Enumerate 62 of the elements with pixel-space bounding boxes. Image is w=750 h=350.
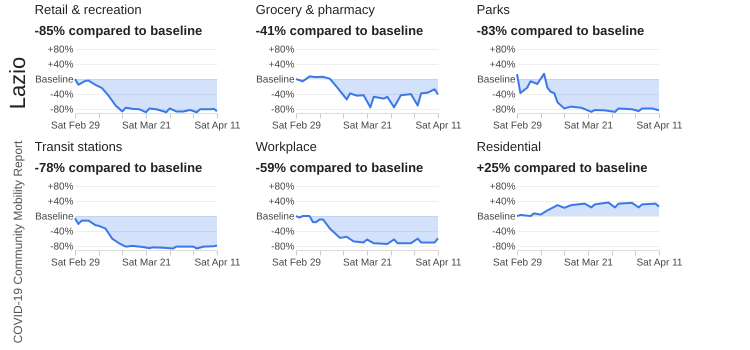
x-tick-label: Sat Apr 11 <box>416 120 462 132</box>
x-tick-label: Sat Mar 21 <box>564 120 614 132</box>
x-tick-label: Sat Mar 21 <box>122 258 172 268</box>
y-tick-label: +40% <box>48 59 74 70</box>
x-tick-label: Sat Feb 29 <box>272 120 322 132</box>
x-tick-label: Sat Feb 29 <box>51 120 100 132</box>
x-tick-label: Sat Apr 11 <box>416 258 462 268</box>
chart-title: Residential <box>476 138 542 154</box>
x-tick-label: Sat Mar 21 <box>343 120 392 132</box>
y-tick-label: Baseline <box>477 74 516 86</box>
text: Lazio <box>5 56 30 110</box>
chart-subtitle: +25% compared to baseline <box>476 160 648 175</box>
x-tick-label: Sat Apr 11 <box>194 258 241 268</box>
y-tick-label: -80% <box>50 242 74 253</box>
x-tick-label: Sat Apr 11 <box>636 258 683 268</box>
chart-subtitle: -41% compared to baseline <box>256 22 424 38</box>
y-tick-label: -80% <box>492 242 516 253</box>
x-tick-label: Sat Apr 11 <box>194 120 241 132</box>
y-tick-label: Baseline <box>35 74 74 86</box>
y-tick-label: Baseline <box>35 212 74 223</box>
y-tick-label: Baseline <box>477 212 516 223</box>
y-tick-label: +80% <box>268 44 295 56</box>
y-tick-label: Baseline <box>256 74 295 86</box>
x-tick-label: Sat Feb 29 <box>51 258 100 268</box>
y-tick-label: -40% <box>50 90 74 101</box>
y-tick-label: +80% <box>268 181 295 192</box>
chart-title: Parks <box>476 2 510 17</box>
y-tick-label: -40% <box>50 226 74 238</box>
chart-subtitle: -78% compared to baseline <box>34 160 202 175</box>
x-tick-label: Sat Feb 29 <box>493 120 542 132</box>
y-tick-label: +40% <box>490 59 516 70</box>
y-tick-label: -80% <box>271 242 295 253</box>
x-tick-label: Sat Mar 21 <box>564 258 614 268</box>
chart-subtitle: -85% compared to baseline <box>34 22 202 38</box>
y-tick-label: -80% <box>50 104 74 116</box>
y-tick-label: +80% <box>490 181 516 192</box>
text: COVID-19 Community Mobility Report <box>11 140 25 344</box>
y-tick-label: +80% <box>48 44 74 56</box>
chart-subtitle: -59% compared to baseline <box>256 160 424 175</box>
chart-title: Retail & recreation <box>34 2 142 17</box>
x-tick-label: Sat Mar 21 <box>122 120 172 132</box>
y-tick-label: -40% <box>271 90 295 101</box>
y-tick-label: +40% <box>490 196 516 208</box>
y-tick-label: -80% <box>271 104 295 116</box>
x-tick-label: Sat Feb 29 <box>493 258 542 268</box>
y-tick-label: -40% <box>492 90 516 101</box>
y-tick-label: +80% <box>490 44 516 56</box>
x-tick-label: Sat Mar 21 <box>343 258 392 268</box>
y-tick-label: Baseline <box>256 212 295 223</box>
y-tick-label: -40% <box>271 226 295 238</box>
chart-title: Grocery & pharmacy <box>256 2 376 17</box>
y-tick-label: +40% <box>48 196 74 208</box>
y-tick-label: +40% <box>268 196 295 208</box>
x-tick-label: Sat Apr 11 <box>636 120 683 132</box>
y-tick-label: +40% <box>268 59 295 70</box>
chart-subtitle: -83% compared to baseline <box>476 22 644 38</box>
y-tick-label: -40% <box>492 226 516 238</box>
y-tick-label: +80% <box>48 181 74 192</box>
x-tick-label: Sat Feb 29 <box>272 258 322 268</box>
chart-title: Transit stations <box>34 138 123 154</box>
y-tick-label: -80% <box>492 104 516 116</box>
chart-title: Workplace <box>256 138 317 154</box>
